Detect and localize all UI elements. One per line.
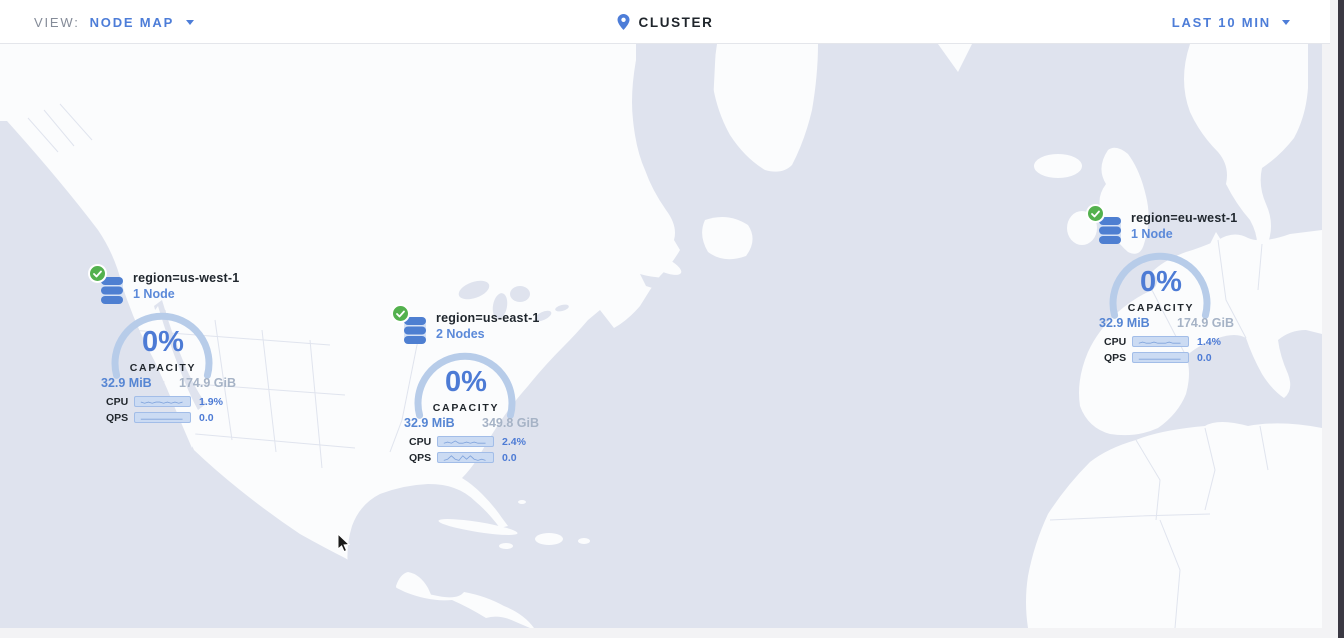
land-ireland [1067,211,1097,245]
land-novascotia [642,253,682,275]
capacity-label: CAPACITY [432,402,500,414]
cpu-sparkline [437,436,494,447]
healthy-check-icon [393,306,408,321]
chevron-down-icon [1282,19,1290,25]
chevron-down-icon [186,19,195,25]
view-label: VIEW: [34,14,80,30]
land-africa [1026,422,1322,628]
node-count-link[interactable]: 2 Nodes [436,327,485,341]
land-cuba [438,519,518,535]
healthy-check-icon [1088,206,1103,221]
metric-value: 1.4% [1197,335,1221,348]
capacity-percent: 0% [142,326,184,358]
water-hudson-bay [633,44,716,216]
capacity-label: CAPACITY [1127,302,1195,314]
land-puertorico [578,538,590,544]
capacity-arc [1109,252,1211,319]
land-hispaniola [535,533,563,545]
water-lake-superior [458,280,490,300]
metric-label: CPU [106,395,129,408]
capacity-arc [111,312,213,379]
border-mississippi [389,329,421,453]
metric-row-cpu: CPU 2.4% [409,435,526,448]
time-range-value[interactable]: LAST 10 MIN [1171,14,1271,30]
region-label: region=us-west-1 [133,271,240,285]
view-switcher[interactable]: VIEW: NODE MAP [34,0,195,44]
metric-label: CPU [409,435,432,448]
node-count-link[interactable]: 1 Node [1131,227,1173,241]
capacity-arc [414,352,516,419]
water-gulf-california [154,300,206,410]
time-range-selector[interactable]: LAST 10 MIN [1172,0,1290,44]
world-map-canvas[interactable] [0,44,1322,628]
database-icon [1098,217,1122,244]
metric-value: 0.0 [502,451,517,464]
qps-sparkline [134,412,191,423]
qps-sparkline [1132,352,1189,363]
metric-label: CPU [1104,335,1127,348]
cluster-label: CLUSTER [638,14,714,30]
metric-value: 0.0 [199,411,214,424]
region-label: region=eu-west-1 [1131,211,1238,225]
metric-value: 2.4% [502,435,526,448]
view-value[interactable]: NODE MAP [89,14,175,30]
land-bahamas [518,500,526,504]
metric-row-qps: QPS 0.0 [409,451,517,464]
qps-sparkline [437,452,494,463]
capacity-used: 32.9 MiB [404,416,455,430]
node-count-link[interactable]: 1 Node [133,287,175,301]
region-label: region=us-east-1 [436,311,540,325]
land-newfoundland [702,216,753,260]
land-scandinavia [1184,44,1308,254]
map-pin-icon [617,14,630,30]
metric-label: QPS [106,411,129,424]
metric-row-cpu: CPU 1.9% [106,395,223,408]
water-lake-erie [534,310,552,322]
border-alaska-fjords [27,103,93,153]
bottom-margin [0,628,1338,638]
region-marker-eu-west-1[interactable]: region=eu-west-1 1 Node 0% CAPACITY 32.9… [1086,202,1238,370]
capacity-label: CAPACITY [129,362,197,374]
metric-row-qps: QPS 0.0 [106,411,214,424]
land-greenland [938,44,972,72]
capacity-total: 174.9 GiB [179,376,236,390]
metric-row-cpu: CPU 1.4% [1104,335,1221,348]
capacity-percent: 0% [1140,266,1182,298]
cpu-sparkline [1132,336,1189,347]
window-edge [1338,0,1344,638]
land-iceland [1034,154,1082,178]
water-lake-michigan [492,293,508,319]
water-lake-ontario [555,304,569,312]
capacity-used: 32.9 MiB [1099,316,1150,330]
water-gulf-stlawrence [640,260,716,290]
capacity-used: 32.9 MiB [101,376,152,390]
metric-value: 1.9% [199,395,223,408]
healthy-check-icon [90,266,105,281]
topbar: VIEW: NODE MAP CLUSTER LAST 10 MIN [0,0,1330,44]
land-jamaica [499,543,513,549]
metric-row-qps: QPS 0.0 [1104,351,1212,364]
world-map [0,44,1322,628]
capacity-percent: 0% [445,366,487,398]
cpu-sparkline [134,396,191,407]
capacity-total: 174.9 GiB [1177,316,1234,330]
land-europe [1079,230,1322,436]
region-marker-us-east-1[interactable]: region=us-east-1 2 Nodes 0% CAPACITY 32.… [391,302,541,470]
right-margin [1322,0,1338,638]
metric-value: 0.0 [1197,351,1212,364]
database-icon [100,277,124,304]
border-africa [1049,425,1269,628]
water-lake-huron [510,286,530,302]
breadcrumb: CLUSTER [617,0,714,44]
water-pacific [0,121,530,628]
land-quebec [712,44,818,172]
metric-label: QPS [409,451,432,464]
metric-label: QPS [1104,351,1127,364]
region-marker-us-west-1[interactable]: region=us-west-1 1 Node 0% CAPACITY 32.9… [88,262,240,430]
database-icon [403,317,427,344]
capacity-total: 349.8 GiB [482,416,539,430]
